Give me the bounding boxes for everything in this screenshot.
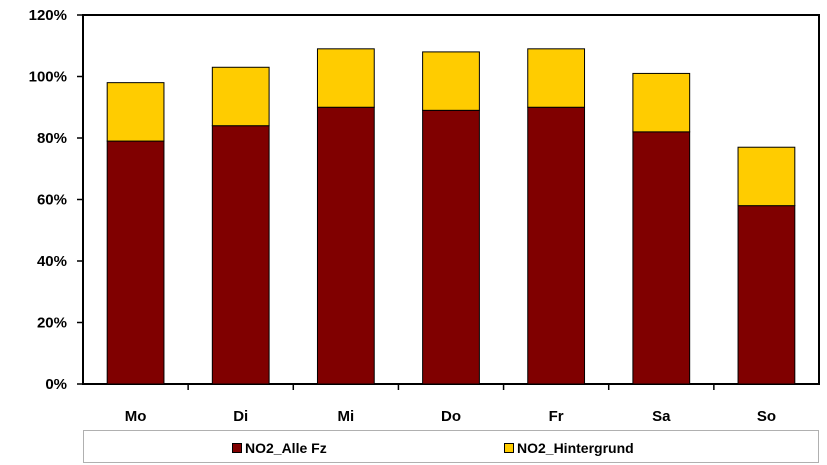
legend-swatch-alle-fz bbox=[232, 443, 242, 453]
bar-segment-alle-fz-mo bbox=[106, 140, 165, 385]
legend-label-hintergrund: NO2_Hintergrund bbox=[517, 440, 634, 456]
x-tick-label-fr: Fr bbox=[549, 408, 564, 425]
bar-segment-alle-fz-sa bbox=[632, 131, 691, 385]
x-tick-label-mo: Mo bbox=[125, 408, 147, 425]
bar-segment-hintergrund-fr bbox=[527, 48, 586, 108]
bar-segment-hintergrund-di bbox=[211, 66, 270, 127]
bar-segment-hintergrund-mi bbox=[316, 48, 375, 108]
legend-label-alle-fz: NO2_Alle Fz bbox=[245, 440, 327, 456]
bar-segment-alle-fz-do bbox=[422, 109, 480, 385]
y-tick-label: 60% bbox=[37, 192, 67, 209]
y-axis: 0% 20% 40% 60% 80% 100% 120% bbox=[29, 7, 83, 393]
legend: NO2_Alle Fz NO2_Hintergrund bbox=[83, 430, 819, 463]
legend-item-hintergrund: NO2_Hintergrund bbox=[504, 440, 634, 456]
x-tick-label-mi: Mi bbox=[338, 408, 355, 425]
x-axis: Mo Di Mi Do Fr Sa So bbox=[125, 384, 776, 425]
x-tick-label-so: So bbox=[757, 408, 776, 425]
bar-segment-alle-fz-di bbox=[211, 125, 270, 385]
x-tick-label-do: Do bbox=[441, 408, 461, 425]
legend-item-alle-fz: NO2_Alle Fz bbox=[232, 440, 327, 456]
bars bbox=[106, 48, 796, 385]
y-tick-label: 20% bbox=[37, 315, 67, 332]
y-tick-label: 120% bbox=[29, 7, 67, 24]
y-tick-label: 0% bbox=[45, 376, 67, 393]
y-tick-label: 100% bbox=[29, 69, 67, 86]
bar-segment-alle-fz-so bbox=[737, 205, 796, 385]
bar-segment-hintergrund-mo bbox=[106, 82, 165, 142]
x-tick-label-sa: Sa bbox=[652, 408, 671, 425]
x-tick-label-di: Di bbox=[233, 408, 248, 425]
bar-segment-alle-fz-mi bbox=[316, 106, 375, 385]
bar-segment-hintergrund-do bbox=[422, 51, 480, 111]
y-tick-label: 80% bbox=[37, 130, 67, 147]
bar-segment-alle-fz-fr bbox=[527, 106, 586, 385]
y-tick-label: 40% bbox=[37, 253, 67, 270]
bar-segment-hintergrund-so bbox=[737, 146, 796, 207]
bar-segment-hintergrund-sa bbox=[632, 72, 691, 133]
legend-swatch-hintergrund bbox=[504, 443, 514, 453]
